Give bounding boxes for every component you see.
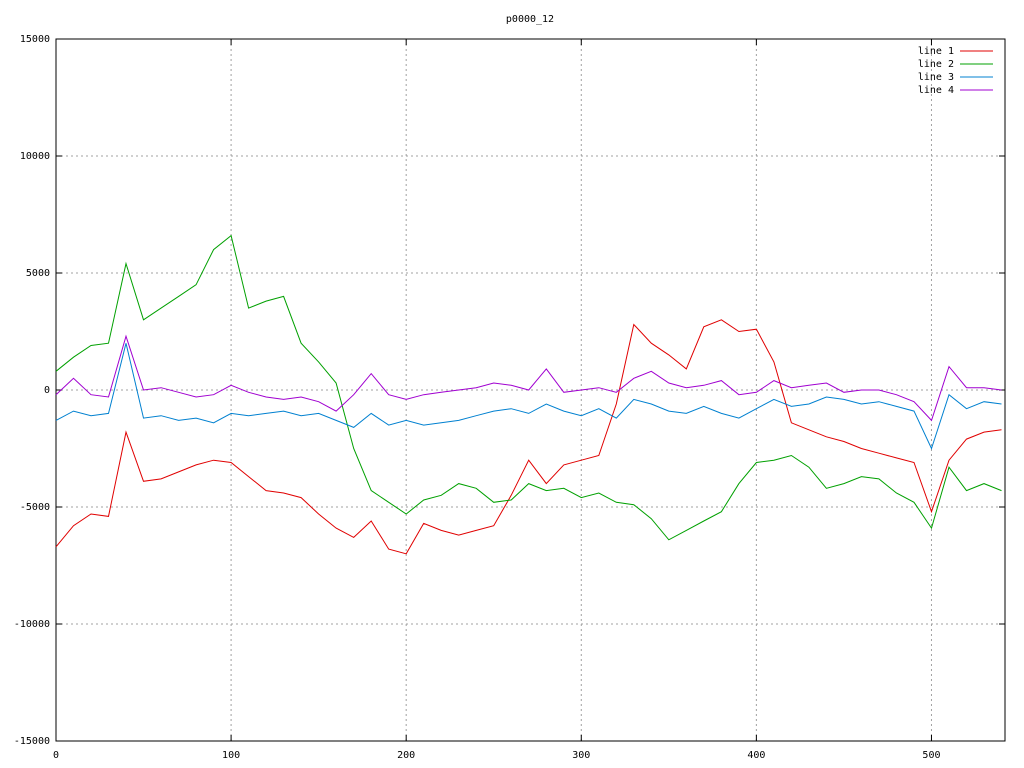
legend-label: line 3 (918, 72, 954, 83)
y-tick-label: -15000 (14, 736, 50, 747)
y-tick-label: 5000 (26, 268, 50, 279)
x-tick-label: 400 (747, 750, 765, 761)
chart-title: p0000_12 (506, 14, 554, 25)
y-tick-label: -10000 (14, 619, 50, 630)
x-tick-label: 300 (572, 750, 590, 761)
plot-frame (55, 38, 1006, 742)
x-tick-label: 100 (222, 750, 240, 761)
x-tick-label: 200 (397, 750, 415, 761)
legend-label: line 2 (918, 59, 954, 70)
series-line (55, 319, 1002, 555)
legend-label: line 4 (918, 85, 954, 96)
legend-label: line 1 (918, 46, 954, 57)
x-tick-label: 0 (53, 750, 59, 761)
series-line (55, 334, 1002, 422)
series-line (55, 343, 1002, 450)
series-line (55, 234, 1002, 541)
y-tick-label: 15000 (20, 34, 50, 45)
y-tick-label: 0 (44, 385, 50, 396)
y-tick-label: 10000 (20, 151, 50, 162)
x-tick-label: 500 (922, 750, 940, 761)
y-tick-label: -5000 (20, 502, 50, 513)
